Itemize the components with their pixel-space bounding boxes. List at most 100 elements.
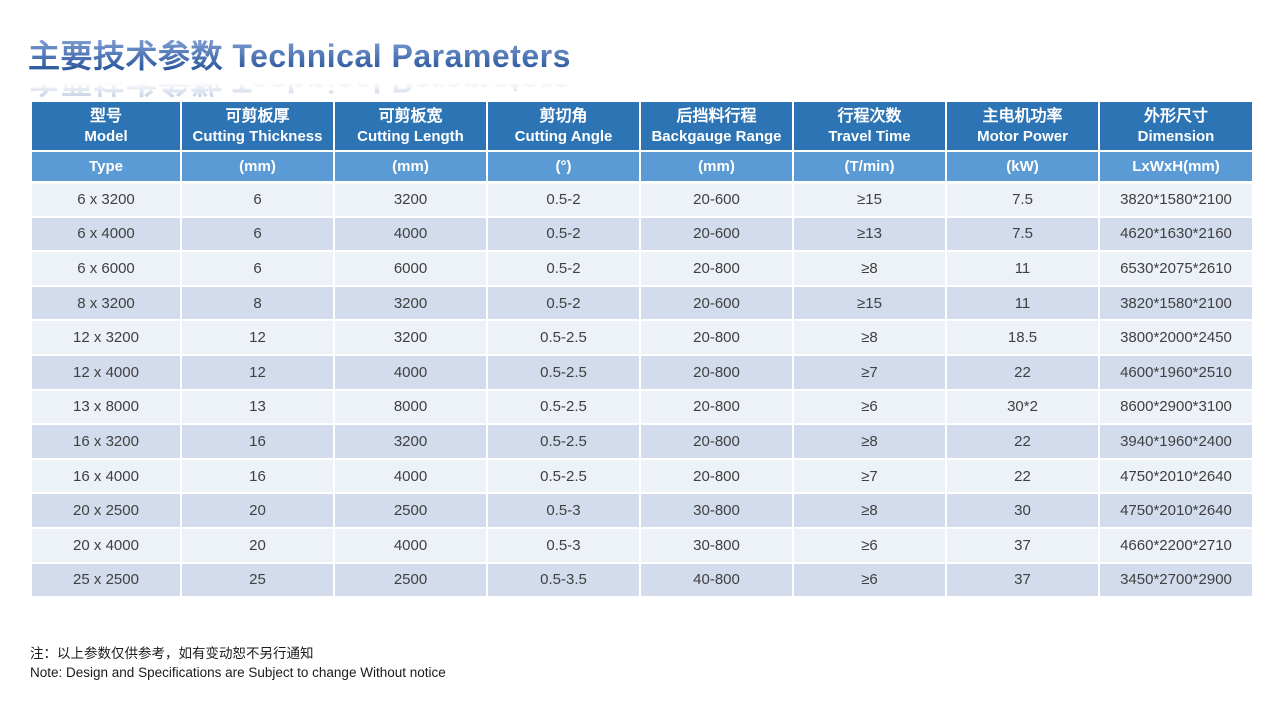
table-cell: 12 [180,353,335,391]
table-cell: 4600*1960*2510 [1098,353,1254,391]
table-cell: 40-800 [639,561,794,599]
table-cell: 20 [180,526,335,564]
table-cell: 7.5 [945,215,1100,253]
table-cell: ≥7 [792,457,947,495]
col-header-dimension-en: Dimension [1137,128,1215,146]
table-cell: 8600*2900*3100 [1098,388,1254,426]
table-cell: 6000 [333,250,488,287]
table-cell: 20 x 4000 [30,526,182,564]
table-cell: ≥15 [792,181,947,218]
table-row: 6 x 6000 6 6000 0.5-2 20-800 ≥8 11 6530*2075*26… [30,250,1254,287]
table-cell: 4000 [333,457,488,495]
footnote-en: Note: Design and Specifications are Subj… [30,664,446,680]
table-cell: 3820*1580*2100 [1098,284,1254,322]
table-row: 12 x 3200 12 3200 0.5-2.5 20-800 ≥8 18.5 3800*2… [30,319,1254,356]
table-cell: 25 [180,561,335,599]
table-cell: 0.5-3 [486,492,641,529]
col-unit-backgauge-range: (mm) [639,150,794,184]
table-cell: 20-800 [639,250,794,287]
table-cell: ≥8 [792,423,947,460]
table-cell: 13 x 8000 [30,388,182,426]
col-unit-dimension: LxWxH(mm) [1098,150,1254,184]
table-cell: 3820*1580*2100 [1098,181,1254,218]
table-cell: ≥6 [792,561,947,599]
table-cell: ≥6 [792,526,947,564]
table-row: 20 x 4000 20 4000 0.5-3 30-800 ≥6 37 4660*2200*… [30,526,1254,564]
table-row: 6 x 4000 6 4000 0.5-2 20-600 ≥13 7.5 4620*1630*… [30,215,1254,253]
table-cell: 3200 [333,319,488,356]
table-cell: 16 x 4000 [30,457,182,495]
table-cell: 0.5-2 [486,215,641,253]
table-cell: 6 x 3200 [30,181,182,218]
col-header-backgauge-range: 后挡料行程 Backgauge Range [639,100,794,152]
table-cell: 6 x 6000 [30,250,182,287]
table-cell: 8 x 3200 [30,284,182,322]
table-cell: 12 x 3200 [30,319,182,356]
table-row: 16 x 3200 16 3200 0.5-2.5 20-800 ≥8 22 3940*196… [30,423,1254,460]
table-cell: 20-600 [639,181,794,218]
table-row: 16 x 4000 16 4000 0.5-2.5 20-800 ≥7 22 4750*201… [30,457,1254,495]
table-cell: 0.5-2 [486,250,641,287]
table-cell: 8 [180,284,335,322]
table-cell: 0.5-2.5 [486,388,641,426]
col-header-model-en: Model [84,128,128,146]
col-header-cutting-length: 可剪板宽 Cutting Length [333,100,488,152]
table-cell: 0.5-2.5 [486,423,641,460]
table-cell: 20-800 [639,457,794,495]
footnotes: 注：以上参数仅供参考，如有变动恕不另行通知 Note: Design and S… [30,645,446,682]
table-cell: 11 [945,250,1100,287]
col-header-cutting-thickness-en: Cutting Thickness [192,128,323,146]
table-cell: ≥13 [792,215,947,253]
col-header-travel-time-en: Travel Time [828,128,911,146]
table-cell: 25 x 2500 [30,561,182,599]
table-cell: 6 [180,250,335,287]
table-row: 6 x 3200 6 3200 0.5-2 20-600 ≥15 7.5 3820*1580*… [30,181,1254,218]
table-cell: 22 [945,423,1100,460]
table-cell: 16 [180,423,335,460]
table-cell: 3940*1960*2400 [1098,423,1254,460]
col-header-model: 型号 Model [30,100,182,152]
col-header-travel-time-zh: 行程次数 [837,108,902,126]
table-cell: 0.5-2.5 [486,353,641,391]
table-cell: 6530*2075*2610 [1098,250,1254,287]
col-unit-cutting-length: (mm) [333,150,488,184]
table-cell: 12 [180,319,335,356]
table-cell: 20-800 [639,319,794,356]
table-row: 12 x 4000 12 4000 0.5-2.5 20-800 ≥7 22 4600*196… [30,353,1254,391]
table-cell: 20-600 [639,215,794,253]
table-cell: ≥7 [792,353,947,391]
col-header-cutting-angle-en: Cutting Angle [514,128,613,146]
col-header-motor-power: 主电机功率 Motor Power [945,100,1100,152]
table-row: 8 x 3200 8 3200 0.5-2 20-600 ≥15 11 3820*1580*2… [30,284,1254,322]
table-cell: 0.5-2.5 [486,457,641,495]
table-cell: 4620*1630*2160 [1098,215,1254,253]
table-cell: 16 x 3200 [30,423,182,460]
table-cell: 0.5-3.5 [486,561,641,599]
col-header-cutting-length-en: Cutting Length [357,128,464,146]
table-cell: 4750*2010*2640 [1098,492,1254,529]
table-cell: 4000 [333,215,488,253]
table-cell: 30-800 [639,526,794,564]
table-units-row: Type (mm) (mm) (°) (mm) (T/min) (kW) LxW… [30,150,1254,184]
col-header-dimension-zh: 外形尺寸 [1143,108,1208,126]
table-cell: 37 [945,561,1100,599]
table-cell: 0.5-2 [486,284,641,322]
table-cell: 0.5-3 [486,526,641,564]
title-block: 主要技术参数 Technical Parameters 主要技术参数 Techn… [28,38,571,99]
table-cell: 30-800 [639,492,794,529]
table-cell: 20 x 2500 [30,492,182,529]
table-cell: 13 [180,388,335,426]
col-unit-cutting-thickness: (mm) [180,150,335,184]
page-title: 主要技术参数 Technical Parameters [28,38,571,74]
table-cell: 0.5-2 [486,181,641,218]
col-unit-motor-power: (kW) [945,150,1100,184]
col-header-cutting-thickness-zh: 可剪板厚 [225,108,290,126]
table-cell: 20-800 [639,388,794,426]
table-cell: ≥8 [792,492,947,529]
table-cell: 4750*2010*2640 [1098,457,1254,495]
col-header-model-zh: 型号 [89,108,122,126]
table-cell: 3200 [333,181,488,218]
table-cell: ≥6 [792,388,947,426]
table-cell: 4660*2200*2710 [1098,526,1254,564]
